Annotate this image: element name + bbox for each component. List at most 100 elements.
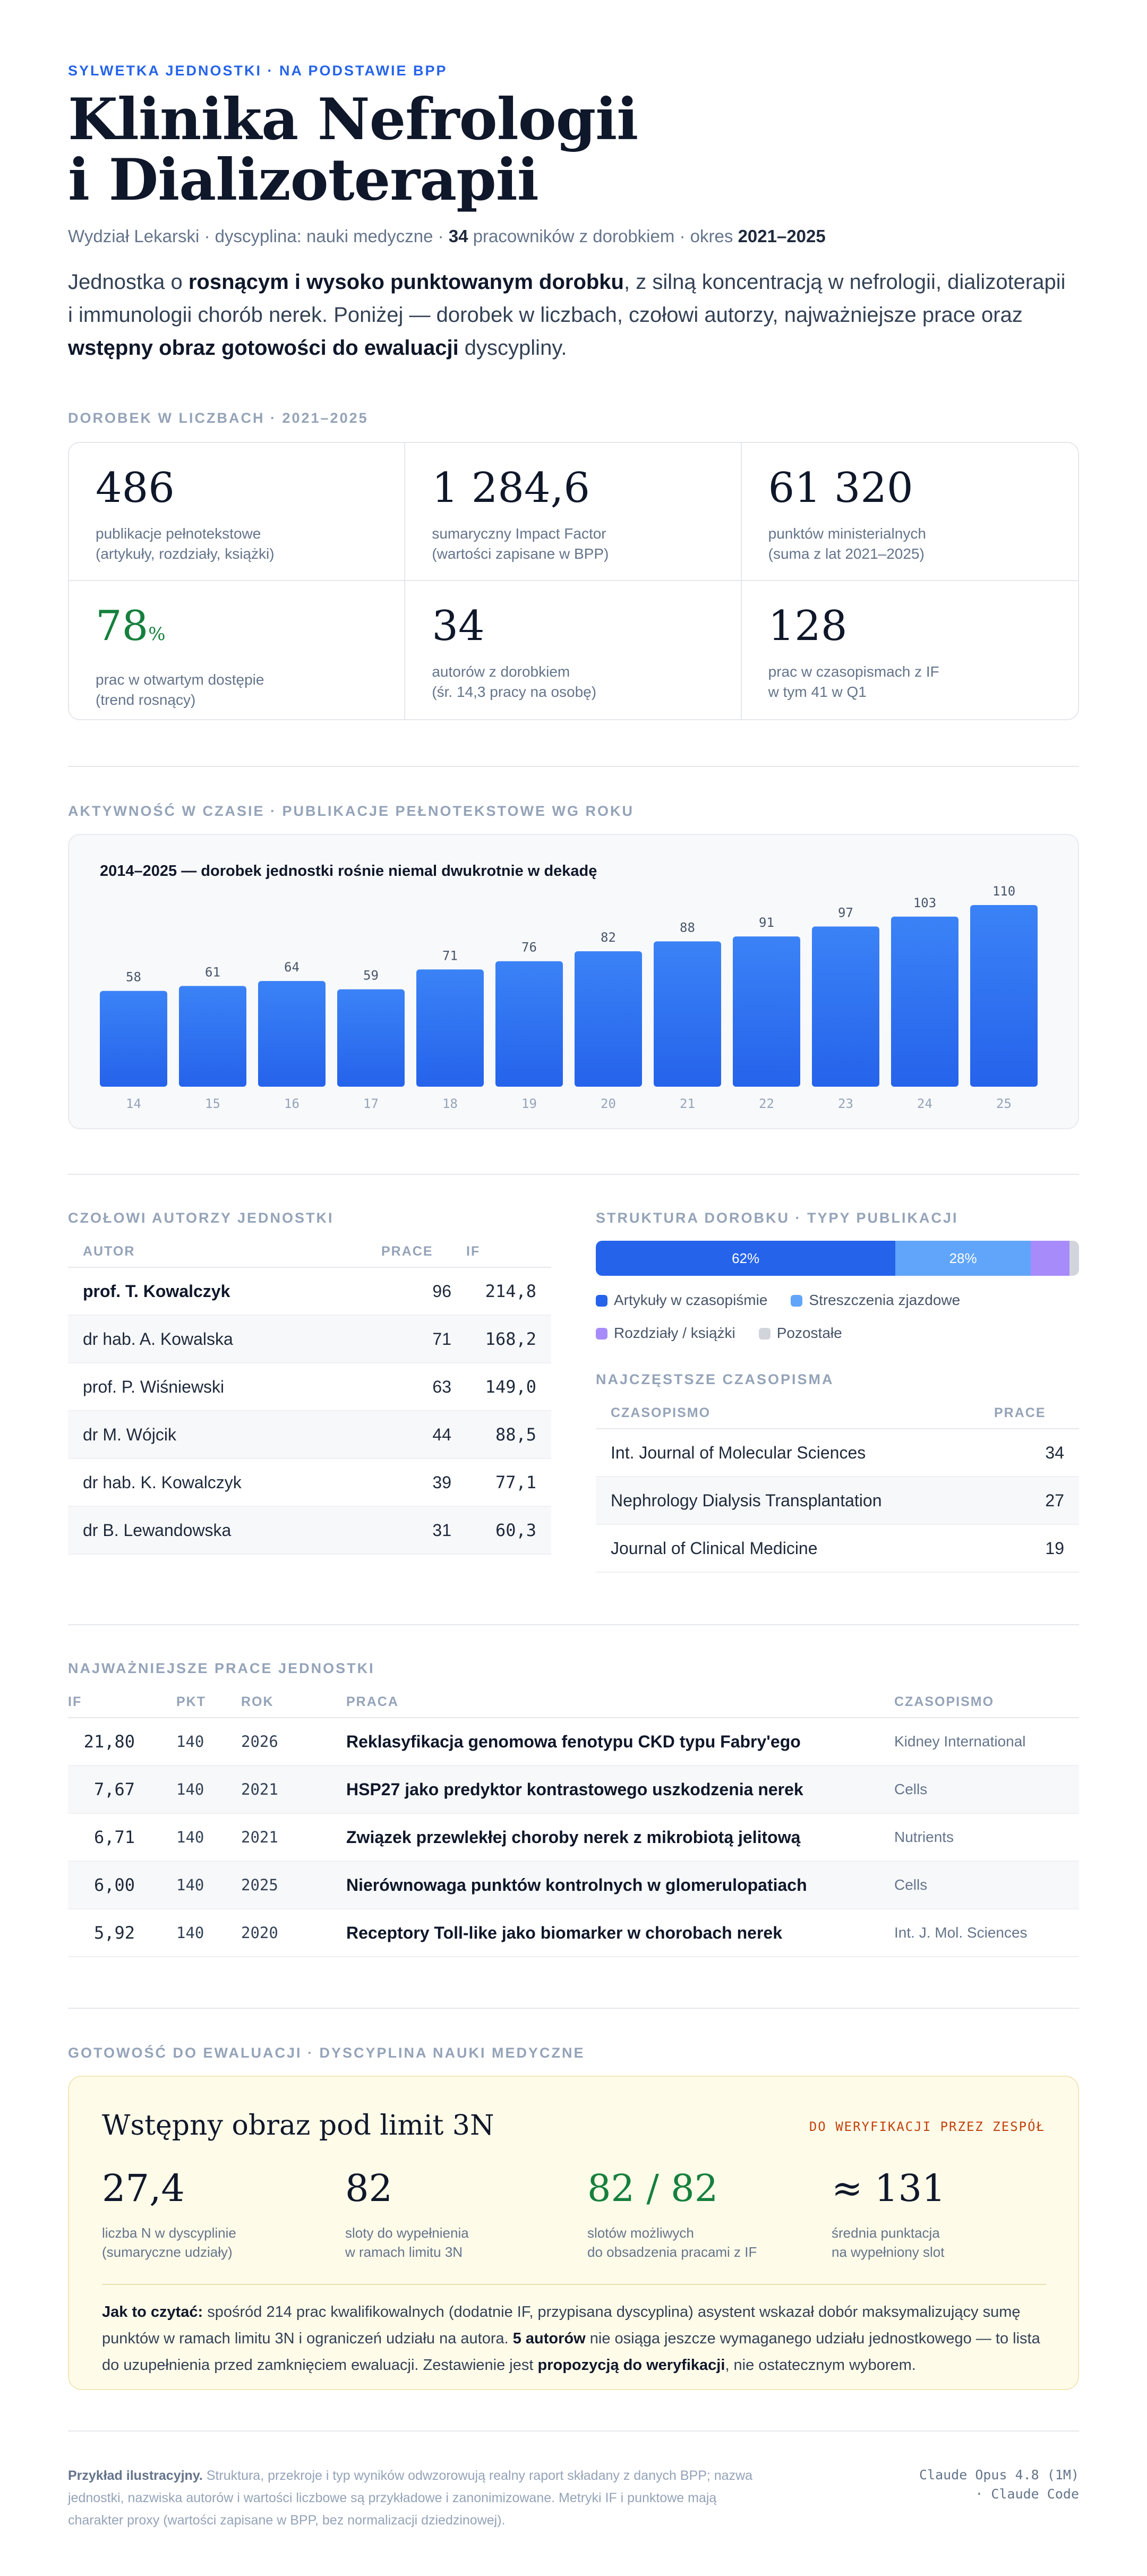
structure-bar: 62% 28%: [596, 1241, 1079, 1276]
work-year: 2020: [222, 1909, 325, 1957]
meta-prefix: Wydział Lekarski · dyscyplina: nauki med…: [68, 226, 449, 246]
work-title: Reklasyfikacja genomowa fenotypu CKD typ…: [325, 1718, 888, 1766]
x-tick-label: 18: [442, 1096, 458, 1111]
bar-value-label: 91: [759, 915, 774, 930]
eval-stat-desc: sloty do wypełnienia w ramach limitu 3N: [345, 2223, 469, 2262]
divider: [68, 766, 1079, 767]
author-name: prof. T. Kowalczyk: [68, 1267, 381, 1316]
col-author: AUTOR: [68, 1236, 381, 1268]
work-year: 2026: [222, 1718, 325, 1766]
x-tick-label: 21: [680, 1096, 695, 1111]
authors-table: AUTOR PRACE IF prof. T. Kowalczyk 96 214,8…: [68, 1236, 551, 1555]
journals-section-label: NAJCZĘSTSZE CZASOPISMA: [596, 1371, 834, 1387]
bar-value-label: 58: [126, 970, 141, 985]
author-row[interactable]: dr hab. K. Kowalczyk 39 77,1: [68, 1458, 551, 1507]
author-works: 39: [381, 1458, 466, 1507]
col-title: PRACA: [325, 1687, 888, 1718]
stat-desc: sumaryczny Impact Factor (wartości zapisa…: [432, 524, 714, 564]
eval-desc-line: na wypełniony slot: [832, 2244, 945, 2260]
bar-value-label: 64: [284, 960, 299, 975]
lede-text-2: , z silną koncentracją w nefrologii, dia…: [68, 270, 1066, 327]
work-year: 2025: [222, 1861, 325, 1909]
stat-card: 128 prac w czasopismach z IF w tym 41 w Q1: [742, 581, 1078, 719]
x-tick-label: 25: [996, 1096, 1012, 1111]
col-pkt: PKT: [137, 1687, 222, 1718]
bar-value-label: 71: [442, 948, 458, 963]
work-row[interactable]: 6,00 140 2025 Nierównowaga punktów kontroln…: [68, 1861, 1079, 1909]
journal-name: Journal of Clinical Medicine: [596, 1524, 994, 1573]
journal-row[interactable]: Journal of Clinical Medicine 19: [596, 1524, 1079, 1573]
bar-value-label: 82: [601, 930, 616, 945]
bar-24: [891, 916, 958, 1087]
x-tick-label: 19: [521, 1096, 537, 1111]
author-works: 71: [381, 1315, 466, 1363]
work-row[interactable]: 21,80 140 2026 Reklasyfikacja genomowa feno…: [68, 1718, 1079, 1766]
credit-line: · Claude Code: [975, 2486, 1079, 2502]
work-title: HSP27 jako predyktor kontrastowego uszko…: [325, 1765, 888, 1814]
divider: [68, 1624, 1079, 1625]
author-name: dr B. Lewandowska: [68, 1506, 381, 1555]
lede-bold-2: wstępny obraz gotowości do ewaluacji: [68, 336, 459, 360]
bar-22: [733, 936, 800, 1087]
eval-desc-line: sloty do wypełnienia: [345, 2225, 469, 2241]
eval-stat-value: 27,4: [102, 2166, 185, 2210]
work-if: 5,92: [68, 1909, 137, 1957]
footer-note: Przykład ilustracyjny. Struktura, przekr…: [68, 2464, 758, 2531]
work-pkt: 140: [137, 1813, 222, 1862]
author-works: 96: [381, 1267, 466, 1316]
legend-label: Pozostałe: [776, 1325, 842, 1341]
bar-23: [812, 926, 879, 1087]
eval-stat-avg: ≈ 131 średnia punktacja na wypełniony slo…: [832, 2167, 946, 2262]
author-row[interactable]: dr hab. A. Kowalska 71 168,2: [68, 1315, 551, 1363]
author-row[interactable]: dr M. Wójcik 44 88,5: [68, 1411, 551, 1459]
legend-label: Rozdziały / książki: [614, 1325, 735, 1341]
author-name: dr M. Wójcik: [68, 1411, 381, 1459]
author-if: 168,2: [466, 1315, 551, 1363]
col-journal-works: PRACE: [994, 1398, 1079, 1429]
legend-label: Streszczenia zjazdowe: [809, 1292, 961, 1308]
legend-item: Rozdziały / książki: [596, 1325, 735, 1342]
author-row[interactable]: prof. P. Wiśniewski 63 149,0: [68, 1363, 551, 1411]
stat-unit: %: [148, 624, 166, 645]
divider: [68, 1174, 1079, 1175]
structure-legend-row-1: Artykuły w czasopiśmie Streszczenia zjaz…: [596, 1292, 960, 1309]
work-journal: Cells: [888, 1861, 1079, 1909]
eval-stat-desc: slotów możliwych do obsadzenia pracami z …: [587, 2223, 757, 2262]
work-row[interactable]: 5,92 140 2020 Receptory Toll-like jako biom…: [68, 1909, 1079, 1957]
eval-stat-value: 82: [345, 2166, 393, 2210]
work-title: Nierównowaga punktów kontrolnych w glome…: [325, 1861, 888, 1909]
author-row[interactable]: prof. T. Kowalczyk 96 214,8: [68, 1267, 551, 1316]
stat-desc: prac w czasopismach z IF w tym 41 w Q1: [768, 662, 1051, 702]
work-journal: Kidney International: [888, 1718, 1079, 1766]
bar-17: [337, 989, 405, 1087]
legend-item: Streszczenia zjazdowe: [791, 1292, 960, 1309]
bar-value-label: 76: [521, 940, 537, 955]
stats-grid: 486 publikacje pełnotekstowe (artykuły, ro…: [68, 442, 1079, 720]
x-tick-label: 17: [363, 1096, 379, 1111]
bar-25: [970, 905, 1038, 1087]
author-name: dr hab. A. Kowalska: [68, 1315, 381, 1363]
lede-bold-1: rosnącym i wysoko punktowanym dorobku: [188, 270, 624, 294]
note-text: spośród 214 prac kwalifikowalnych (dodat…: [102, 2304, 1021, 2347]
author-if: 149,0: [466, 1363, 551, 1411]
work-row[interactable]: 7,67 140 2021 HSP27 jako predyktor kontrast…: [68, 1765, 1079, 1814]
col-works: PRACE: [381, 1236, 466, 1268]
work-row[interactable]: 6,71 140 2021 Związek przewlekłej choroby n…: [68, 1813, 1079, 1862]
note-bold: 5 autorów: [512, 2330, 586, 2347]
stat-desc: publikacje pełnotekstowe (artykuły, rozdz…: [96, 524, 378, 564]
authors-header-row: AUTOR PRACE IF: [68, 1236, 551, 1268]
bar-14: [100, 991, 167, 1087]
structure-segment: 62%: [596, 1241, 896, 1276]
legend-item: Artykuły w czasopiśmie: [596, 1292, 767, 1309]
work-pkt: 140: [137, 1861, 222, 1909]
eval-stat-n: 27,4 liczba N w dyscyplinie (sumaryczne u…: [102, 2167, 236, 2262]
stat-value: 128: [768, 602, 848, 650]
journal-row[interactable]: Nephrology Dialysis Transplantation 27: [596, 1477, 1079, 1525]
evaluation-card: Wstępny obraz pod limit 3N DO WERYFIKACJ…: [68, 2076, 1079, 2390]
journal-row[interactable]: Int. Journal of Molecular Sciences 34: [596, 1429, 1079, 1477]
activity-chart-card: 2014–2025 — dorobek jednostki rośnie nie…: [68, 834, 1079, 1129]
author-row[interactable]: dr B. Lewandowska 31 60,3: [68, 1506, 551, 1555]
bar-20: [575, 951, 642, 1087]
work-title: Receptory Toll-like jako biomarker w cho…: [325, 1909, 888, 1957]
x-tick-label: 16: [284, 1096, 299, 1111]
